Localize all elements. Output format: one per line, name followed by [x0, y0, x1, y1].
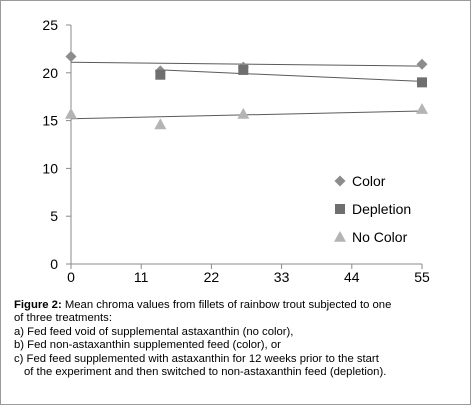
- legend-label-color: Color: [352, 173, 386, 189]
- x-tick-label: 0: [67, 269, 75, 285]
- data-point-depletion: [238, 64, 249, 75]
- data-point-no-color: [416, 103, 428, 114]
- data-point-no-color: [237, 107, 250, 119]
- y-tick-label: 15: [42, 113, 58, 129]
- y-tick-label: 0: [50, 256, 58, 272]
- caption-item-b: b) Fed non-astaxanthin supplemented feed…: [14, 339, 281, 352]
- y-tick-label: 10: [42, 160, 58, 176]
- x-tick-label: 55: [414, 269, 430, 285]
- x-tick-label: 11: [134, 269, 149, 285]
- y-tick-label: 20: [42, 65, 58, 81]
- legend-marker-no-color: [334, 231, 346, 242]
- caption-line-1: Figure 2: Mean chroma values from fillet…: [14, 299, 464, 312]
- legend-marker-color: [334, 175, 346, 187]
- axes: 0 5 10 15 20 25 0 11 22 33 44 55: [42, 17, 430, 285]
- x-tick-label: 33: [274, 269, 290, 285]
- caption-item-c-continued: of the experiment and then switched to n…: [24, 366, 387, 379]
- y-tick-label: 5: [50, 208, 58, 224]
- trendline: [160, 69, 423, 82]
- y-tick-label: 25: [42, 17, 58, 33]
- x-tick-label: 22: [204, 269, 220, 285]
- caption-item-c: c) Fed feed supplemented with astaxanthi…: [14, 352, 379, 365]
- data-point-color: [416, 58, 428, 70]
- data-point-depletion: [155, 69, 166, 80]
- scatter-chart: 0 5 10 15 20 25 0 11 22 33 44 55 Color Depletion No C…: [42, 17, 430, 285]
- legend-label-no-color: No Color: [352, 229, 408, 245]
- data-point-color: [65, 51, 77, 63]
- legend: Color Depletion No Color: [334, 173, 411, 245]
- trendline: [70, 61, 423, 67]
- caption-item-a: a) Fed feed void of supplemental astaxan…: [14, 325, 294, 338]
- data-point-no-color: [154, 118, 167, 130]
- caption-figure-label: Figure 2:: [14, 299, 62, 311]
- data-points: [65, 51, 428, 130]
- caption-text: Mean chroma values from fillets of rainb…: [61, 299, 392, 311]
- x-tick-label: 44: [344, 269, 360, 285]
- legend-label-depletion: Depletion: [352, 201, 411, 217]
- data-point-depletion: [417, 77, 427, 88]
- caption-line-2: of three treatments:: [14, 312, 112, 325]
- legend-marker-depletion: [335, 204, 345, 214]
- data-point-no-color: [65, 107, 77, 119]
- figure-caption: Figure 2: Mean chroma values from fillet…: [14, 299, 464, 379]
